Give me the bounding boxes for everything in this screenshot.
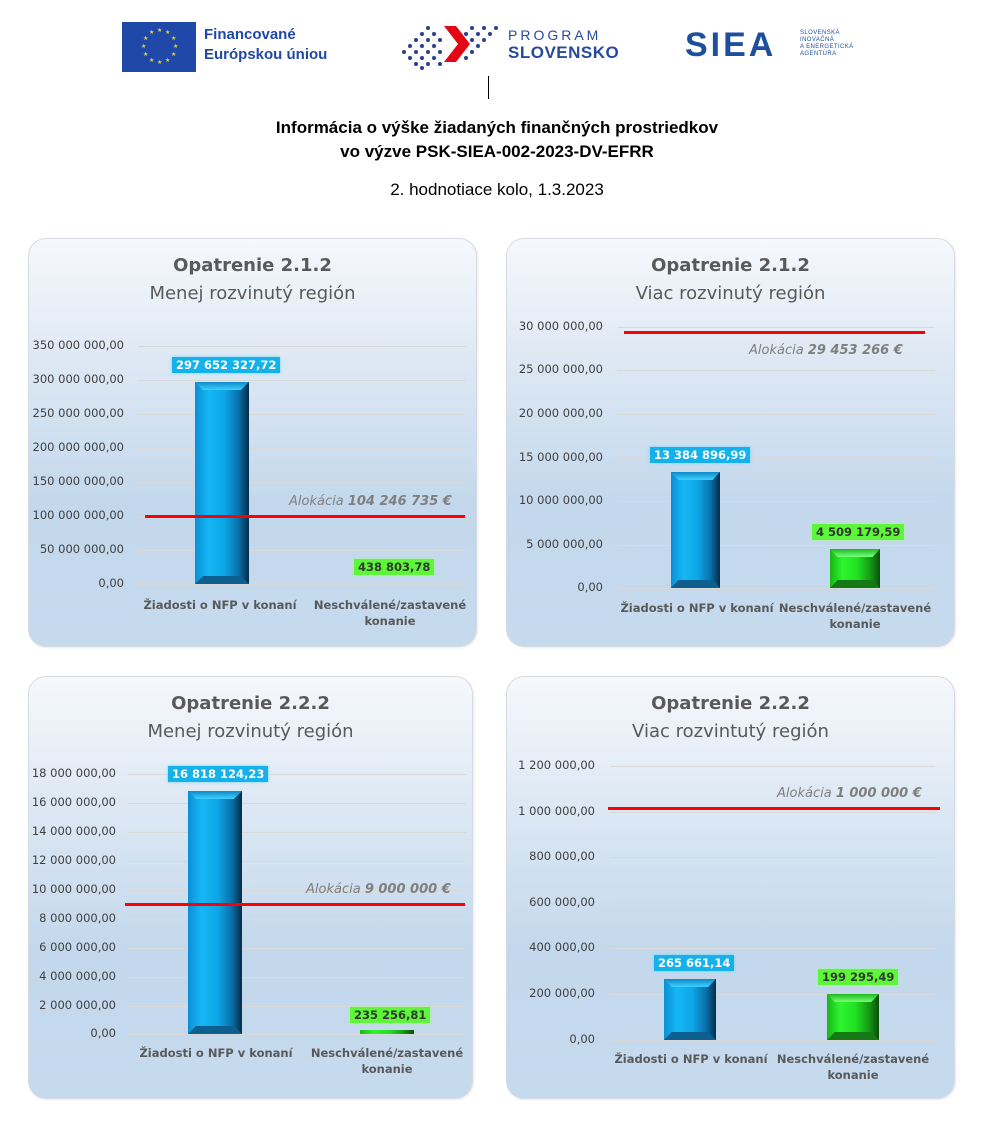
category-label: Neschválené/zastavené konanie — [310, 1046, 464, 1076]
bar-value-label: 13 384 896,99 — [650, 447, 751, 463]
y-tick: 100 000 000,00 — [32, 508, 124, 522]
chart-panel-2: Opatrenie 2.1.2 Viac rozvinutý región — [506, 238, 955, 647]
y-tick: 800 000,00 — [529, 849, 595, 863]
bar-value-label: 16 818 124,23 — [168, 766, 269, 782]
bar-value-label: 265 661,14 — [654, 955, 735, 971]
y-tick: 400 000,00 — [529, 940, 595, 954]
category-label: Neschválené/zastavené konanie — [778, 601, 932, 631]
bar-rejected — [827, 994, 879, 1040]
siea-sub-line1: SLOVENSKÁ — [800, 30, 840, 36]
page-title-line2: vo výzve PSK-SIEA-002-2023-DV-EFRR — [340, 142, 654, 161]
chart-panel-4: Opatrenie 2.2.2 Viac rozvintutý región — [506, 676, 955, 1099]
siea-logo-mark: SIEA — [685, 26, 777, 64]
y-tick: 0,00 — [90, 1026, 116, 1040]
page-subtitle: 2. hodnotiace kolo, 1.3.2023 — [390, 180, 604, 199]
allocation-label: Alokácia 9 000 000 € — [306, 882, 451, 897]
y-tick: 20 000 000,00 — [518, 406, 603, 420]
siea-sub-line4: AGENTÚRA — [800, 51, 837, 57]
y-tick: 4 000 000,00 — [39, 969, 116, 983]
category-label: Žiadosti o NFP v konaní — [139, 1046, 293, 1060]
allocation-line — [125, 903, 465, 906]
category-label: Neschválené/zastavené konanie — [313, 598, 467, 628]
bar-value-label: 297 652 327,72 — [172, 357, 281, 373]
y-tick: 200 000 000,00 — [32, 440, 124, 454]
allocation-label: Alokácia 104 246 735 € — [289, 494, 452, 509]
y-tick: 8 000 000,00 — [39, 911, 116, 925]
bar-applications — [188, 791, 242, 1034]
y-tick: 6 000 000,00 — [39, 940, 116, 954]
y-tick: 0,00 — [577, 580, 603, 594]
category-label: Neschválené/zastavené konanie — [776, 1052, 930, 1082]
category-label: Žiadosti o NFP v konaní — [620, 601, 774, 615]
y-tick: 150 000 000,00 — [32, 474, 124, 488]
y-tick: 2 000 000,00 — [39, 998, 116, 1012]
y-tick: 14 000 000,00 — [31, 824, 116, 838]
bar-value-label: 4 509 179,59 — [812, 524, 905, 540]
allocation-line — [624, 331, 925, 334]
header-divider — [488, 76, 489, 99]
program-slovensko-mark-icon — [402, 26, 498, 70]
eu-logo-line1: Financované — [204, 26, 296, 43]
y-tick: 12 000 000,00 — [31, 853, 116, 867]
y-tick: 600 000,00 — [529, 895, 595, 909]
program-logo-line2: SLOVENSKO — [508, 43, 620, 62]
y-tick: 350 000 000,00 — [32, 338, 124, 352]
bar-value-label: 235 256,81 — [350, 1007, 431, 1023]
y-tick: 18 000 000,00 — [31, 766, 116, 780]
chart-title: Opatrenie 2.2.2 — [171, 693, 330, 714]
y-tick: 0,00 — [98, 576, 124, 590]
bar-rejected — [360, 1030, 414, 1034]
y-tick: 15 000 000,00 — [518, 450, 603, 464]
bar-applications — [664, 979, 716, 1040]
chart-panel-1: Opatrenie 2.1.2 Menej rozvinutý región — [28, 238, 477, 647]
eu-logo-text: Financované Európskou úniou — [204, 25, 327, 65]
bar-applications — [671, 472, 720, 588]
eu-flag-icon: ★ ★ ★ ★ ★ ★ ★ ★ ★ ★ ★ ★ — [122, 22, 196, 72]
bar-rejected — [830, 549, 880, 588]
y-tick: 50 000 000,00 — [39, 542, 124, 556]
program-logo-line1: PROGRAM — [508, 27, 602, 43]
allocation-line — [145, 515, 465, 518]
chart-subtitle: Menej rozvinutý región — [149, 283, 356, 304]
chart-title: Opatrenie 2.1.2 — [173, 255, 332, 276]
y-tick: 16 000 000,00 — [31, 795, 116, 809]
allocation-label: Alokácia 29 453 266 € — [749, 343, 903, 358]
y-tick: 10 000 000,00 — [31, 882, 116, 896]
chart-subtitle: Viac rozvintutý región — [632, 721, 829, 742]
allocation-line — [608, 807, 940, 810]
y-tick: 0,00 — [569, 1032, 595, 1046]
y-tick: 200 000,00 — [529, 986, 595, 1000]
y-tick: 10 000 000,00 — [518, 493, 603, 507]
eu-logo-line2: Európskou úniou — [204, 46, 328, 63]
bar-value-label: 199 295,49 — [818, 969, 899, 985]
y-tick: 30 000 000,00 — [518, 319, 603, 333]
bar-value-label: 438 803,78 — [354, 559, 435, 575]
y-tick: 250 000 000,00 — [32, 406, 124, 420]
chart-subtitle: Viac rozvinutý región — [635, 283, 826, 304]
siea-logo-subtitle: SLOVENSKÁ INOVAČNÁ A ENERGETICKÁ AGENTÚR… — [800, 30, 854, 58]
y-tick: 25 000 000,00 — [518, 362, 603, 376]
allocation-label: Alokácia 1 000 000 € — [777, 786, 922, 801]
y-tick: 1 000 000,00 — [518, 804, 595, 818]
chart-title: Opatrenie 2.2.2 — [651, 693, 810, 714]
siea-sub-line3: A ENERGETICKÁ — [800, 44, 854, 50]
y-tick: 5 000 000,00 — [526, 537, 603, 551]
y-tick: 1 200 000,00 — [518, 758, 595, 772]
chart-panel-3: Opatrenie 2.2.2 Menej rozvinutý región — [28, 676, 473, 1099]
page-title-line1: Informácia o výške žiadaných finančných … — [275, 118, 719, 137]
chart-subtitle: Menej rozvinutý región — [147, 721, 354, 742]
siea-sub-line2: INOVAČNÁ — [800, 37, 835, 43]
y-tick: 300 000 000,00 — [32, 372, 124, 386]
chart-title: Opatrenie 2.1.2 — [651, 255, 810, 276]
bar-applications — [195, 382, 249, 584]
category-label: Žiadosti o NFP v konaní — [614, 1052, 768, 1066]
category-label: Žiadosti o NFP v konaní — [143, 598, 297, 612]
